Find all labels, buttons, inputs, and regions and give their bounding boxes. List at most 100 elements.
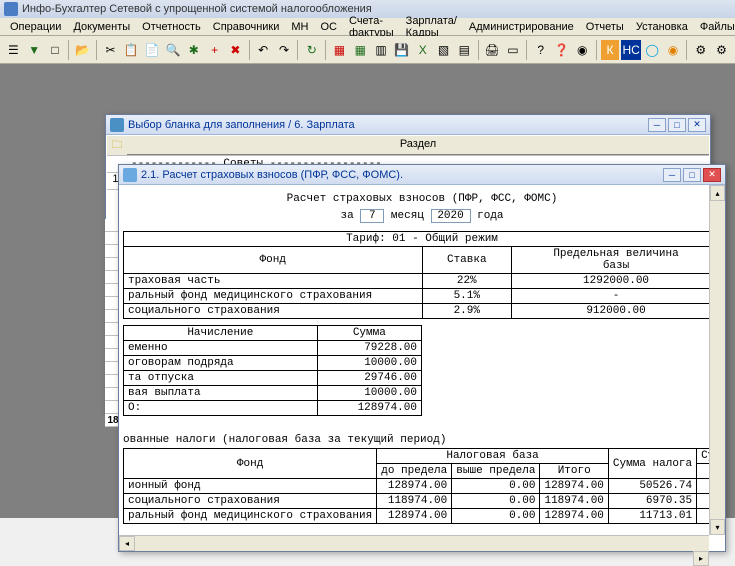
tb-pdf-icon[interactable]: ▦ [330, 40, 349, 60]
tb-cut-icon[interactable]: ✂ [101, 40, 120, 60]
tb-ext2-icon[interactable]: НС [621, 40, 640, 60]
tax-table: Фонд Налоговая база Сумма налога Сумма н… [123, 448, 725, 524]
win1-titlebar[interactable]: Выбор бланка для заполнения / 6. Зарплат… [106, 115, 710, 135]
t3-h-fund: Фонд [124, 449, 377, 479]
tb-open-icon[interactable]: 📂 [73, 40, 92, 60]
table-row: О:128974.00 [124, 401, 422, 416]
t3-h-over: выше предела [452, 464, 540, 479]
tb-add-icon[interactable]: ✱ [184, 40, 203, 60]
app-title: Инфо-Бухгалтер Сетевой с упрощенной сист… [22, 3, 372, 15]
month-label: месяц [391, 210, 424, 222]
tb-ext4-icon[interactable]: ◉ [664, 40, 683, 60]
table-row: та отпуска29746.00 [124, 371, 422, 386]
tb-list-icon[interactable]: ☰ [4, 40, 23, 60]
table-row: оговорам подряда10000.00 [124, 356, 422, 371]
year-input[interactable] [431, 209, 471, 223]
tb-new-icon[interactable]: □ [46, 40, 65, 60]
win2-title: 2.1. Расчет страховых взносов (ПФР, ФСС,… [141, 169, 403, 181]
t2-h-acc: Начисление [124, 326, 318, 341]
t3-title: ованные налоги (налоговая база за текущи… [123, 434, 721, 446]
menu-refs[interactable]: Справочники [207, 19, 286, 35]
menu-admin[interactable]: Администрирование [463, 19, 580, 35]
tb-find-icon[interactable]: 🔍 [164, 40, 183, 60]
tb-form-icon[interactable]: ▤ [455, 40, 474, 60]
win2-icon [123, 168, 137, 182]
folder-icon[interactable]: 🗀 [107, 136, 127, 155]
tb-ext3-icon[interactable]: ◯ [643, 40, 662, 60]
win1-title: Выбор бланка для заполнения / 6. Зарплат… [128, 119, 355, 131]
tb-help-icon[interactable]: ? [531, 40, 550, 60]
t1-h-limit: Предельная величина базы [512, 247, 721, 274]
window-insurance-calc: 2.1. Расчет страховых взносов (ПФР, ФСС,… [118, 164, 726, 552]
table-row: траховая часть 22% 1292000.00 [124, 274, 721, 289]
tb-chart-icon[interactable]: ▧ [434, 40, 453, 60]
win2-close-button[interactable]: ✕ [703, 168, 721, 182]
vertical-scrollbar[interactable]: ▴ ▾ [709, 185, 725, 535]
t3-h-tax: Сумма налога [608, 449, 696, 479]
menu-operations[interactable]: Операции [4, 19, 67, 35]
menu-otch[interactable]: Отчеты [580, 19, 630, 35]
mdi-area: Выбор бланка для заполнения / 6. Зарплат… [0, 64, 735, 518]
scroll-up-button[interactable]: ▴ [710, 185, 725, 201]
menu-documents[interactable]: Документы [67, 19, 136, 35]
tb-paste-icon[interactable]: 📄 [143, 40, 162, 60]
tb-save-icon[interactable]: 💾 [393, 40, 412, 60]
win2-titlebar[interactable]: 2.1. Расчет страховых взносов (ПФР, ФСС,… [119, 165, 725, 185]
horizontal-scrollbar[interactable]: ◂ ▸ [119, 535, 709, 551]
tb-plus-icon[interactable]: + [205, 40, 224, 60]
scroll-left-button[interactable]: ◂ [119, 536, 135, 551]
tb-excel-icon[interactable]: X [413, 40, 432, 60]
menu-mn[interactable]: МН [285, 19, 314, 35]
year-label: года [477, 210, 503, 222]
tb-filter-icon[interactable]: ▼ [25, 40, 44, 60]
tariff-table: Тариф: 01 - Общий режим Фонд Ставка Пред… [123, 231, 721, 319]
menu-os[interactable]: ОС [315, 19, 344, 35]
t1-h-fund: Фонд [124, 247, 423, 274]
table-row: социального страхования 2.9% 912000.00 [124, 304, 721, 319]
scroll-right-button[interactable]: ▸ [693, 551, 709, 566]
table-row: еменно79228.00 [124, 341, 422, 356]
tb-del-icon[interactable]: ✖ [226, 40, 245, 60]
period-prefix: за [340, 210, 353, 222]
t1-h-rate: Ставка [422, 247, 512, 274]
win2-max-button[interactable]: □ [683, 168, 701, 182]
menu-setup[interactable]: Установка [630, 19, 694, 35]
accrual-table: Начисление Сумма еменно79228.00 оговорам… [123, 325, 422, 416]
table-row: ионный фонд 128974.00 0.00 128974.00 505… [124, 479, 726, 494]
tb-copy-icon[interactable]: 📋 [122, 40, 141, 60]
win1-close-button[interactable]: ✕ [688, 118, 706, 132]
table-row: вая выплата10000.00 [124, 386, 422, 401]
tb-tip-icon[interactable]: ❓ [552, 40, 571, 60]
menu-files[interactable]: Файлы [694, 19, 735, 35]
tb-preview-icon[interactable]: ▭ [504, 40, 523, 60]
app-icon [4, 2, 18, 16]
tariff-header: Тариф: 01 - Общий режим [124, 232, 721, 247]
t3-h-total: Итого [540, 464, 608, 479]
win2-min-button[interactable]: ─ [663, 168, 681, 182]
tb-info-icon[interactable]: ◉ [573, 40, 592, 60]
t3-h-under: до предела [377, 464, 452, 479]
menu-reports[interactable]: Отчетность [136, 19, 207, 35]
month-input[interactable] [360, 209, 384, 223]
win1-min-button[interactable]: ─ [648, 118, 666, 132]
t2-h-sum: Сумма [317, 326, 421, 341]
table-row: социального страхования 118974.00 0.00 1… [124, 494, 726, 509]
tb-ext5-icon[interactable]: ⚙ [691, 40, 710, 60]
period-row: за месяц года [123, 209, 721, 223]
tb-table-icon[interactable]: ▦ [351, 40, 370, 60]
calc-heading: Расчет страховых взносов (ПФР, ФСС, ФОМС… [123, 193, 721, 205]
win1-max-button[interactable]: □ [668, 118, 686, 132]
table-row: ральный фонд медицинского страхования 5.… [124, 289, 721, 304]
menubar: Операции Документы Отчетность Справочник… [0, 18, 735, 36]
tb-refresh-icon[interactable]: ↻ [302, 40, 321, 60]
scroll-down-button[interactable]: ▾ [710, 519, 725, 535]
tb-undo-icon[interactable]: ↶ [254, 40, 273, 60]
tb-ext6-icon[interactable]: ⚙ [712, 40, 731, 60]
win1-header: Раздел [127, 136, 709, 155]
tb-ext1-icon[interactable]: К [601, 40, 620, 60]
tb-redo-icon[interactable]: ↷ [275, 40, 294, 60]
tb-doc-icon[interactable]: ▥ [372, 40, 391, 60]
win1-icon [110, 118, 124, 132]
win2-content: Расчет страховых взносов (ПФР, ФСС, ФОМС… [119, 185, 725, 551]
tb-print-icon[interactable]: 🖨 [483, 40, 502, 60]
